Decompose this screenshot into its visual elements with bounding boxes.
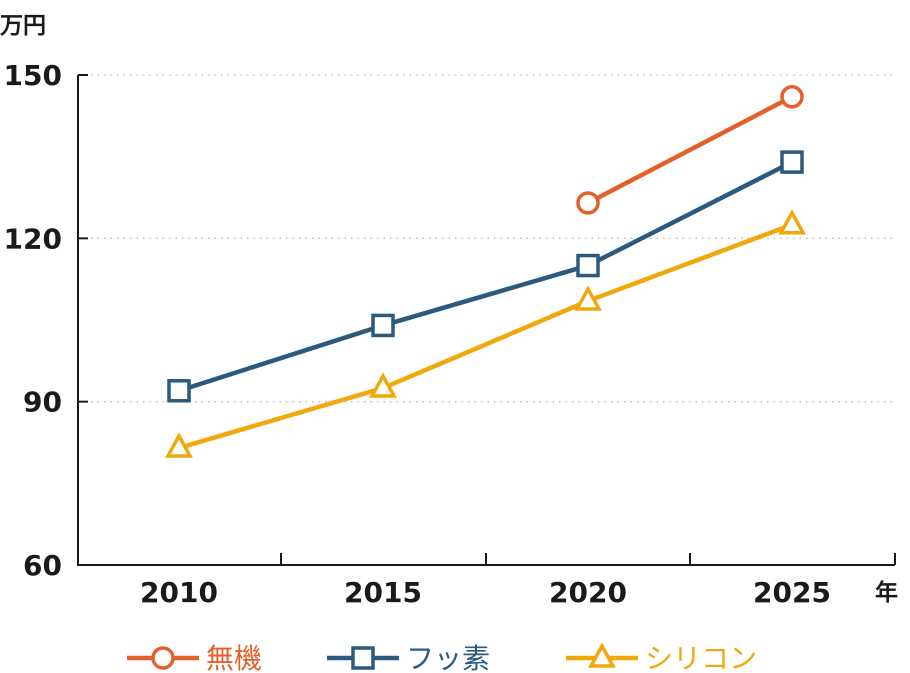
legend-circle-icon bbox=[151, 646, 175, 670]
x-axis-unit: 年 bbox=[875, 579, 898, 606]
series-2 bbox=[165, 209, 806, 458]
triangle-marker bbox=[778, 209, 806, 235]
x-axis-ticks: 2010 2015 2020 2025 bbox=[140, 553, 896, 609]
x-tick-label: 2025 bbox=[753, 576, 831, 609]
legend-item-0: 無機 bbox=[127, 642, 262, 673]
square-marker bbox=[780, 150, 804, 174]
series-1 bbox=[167, 150, 804, 403]
y-tick-label: 150 bbox=[4, 59, 62, 92]
circle-marker bbox=[576, 191, 600, 215]
triangle-marker bbox=[574, 285, 602, 311]
y-tick-label: 120 bbox=[4, 222, 62, 255]
x-tick-label: 2010 bbox=[140, 576, 218, 609]
legend-item-1: フッ素 bbox=[327, 642, 490, 673]
triangle-marker bbox=[165, 432, 193, 458]
series-line bbox=[178, 222, 793, 451]
gridlines bbox=[78, 74, 895, 403]
series-layer bbox=[165, 85, 806, 458]
legend-square-icon bbox=[351, 646, 375, 670]
legend: 無機 フッ素 シリコン bbox=[127, 642, 757, 673]
legend-label: シリコン bbox=[645, 642, 757, 673]
y-axis-ticks: 60 90 120 150 bbox=[4, 59, 88, 582]
legend-item-2: シリコン bbox=[566, 642, 757, 673]
square-marker bbox=[167, 379, 191, 403]
legend-label: フッ素 bbox=[406, 642, 490, 673]
x-tick-label: 2015 bbox=[344, 576, 422, 609]
triangle-marker bbox=[369, 372, 397, 398]
legend-label: 無機 bbox=[206, 642, 262, 673]
series-line bbox=[178, 160, 794, 393]
series-line bbox=[586, 94, 794, 205]
square-marker bbox=[576, 253, 600, 278]
y-axis-unit: 万円 bbox=[0, 13, 46, 39]
square-marker bbox=[371, 313, 395, 338]
circle-marker bbox=[780, 85, 804, 109]
x-tick-label: 2020 bbox=[549, 576, 627, 609]
y-tick-label: 60 bbox=[23, 549, 62, 582]
series-0 bbox=[576, 85, 804, 215]
legend-triangle-icon bbox=[588, 642, 616, 668]
y-tick-label: 90 bbox=[23, 386, 62, 419]
